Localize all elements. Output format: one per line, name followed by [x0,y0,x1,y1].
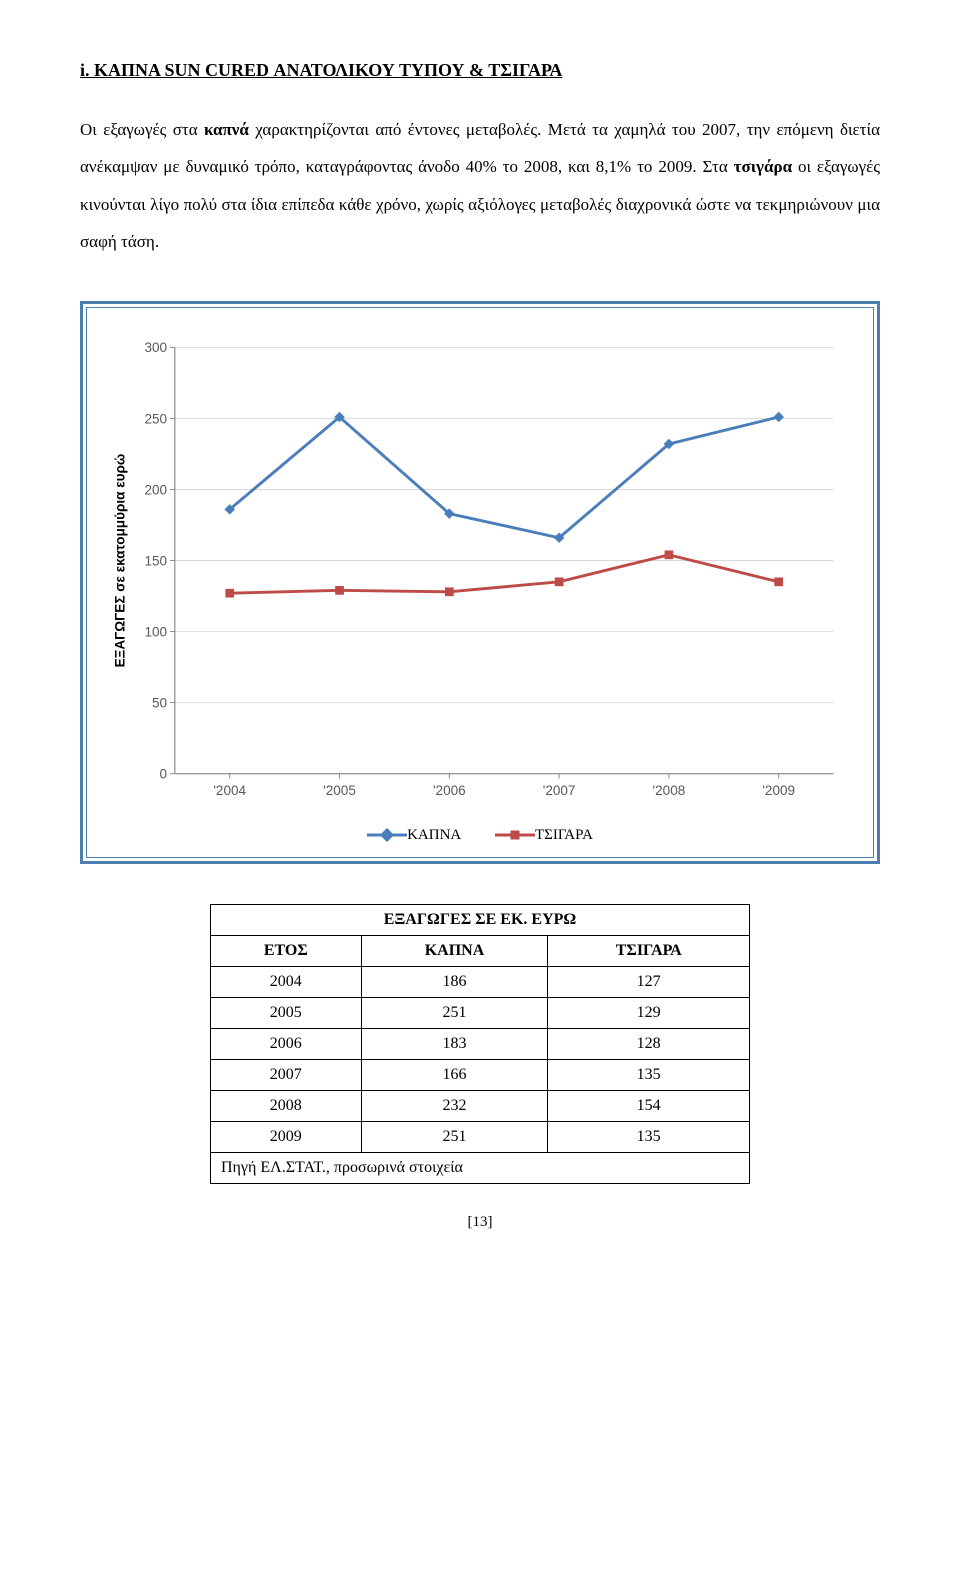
table-source-row: Πηγή ΕΛ.ΣΤΑΤ., προσωρινά στοιχεία [211,1153,750,1184]
heading-num: i. [80,60,90,80]
table-header: ΚΑΠΝΑ [361,936,548,967]
table-row: 2008232154 [211,1091,750,1122]
table-cell: 2004 [211,967,362,998]
svg-text:'2006: '2006 [433,783,466,798]
para-bold: τσιγάρα [734,157,792,176]
table-cell: 2008 [211,1091,362,1122]
table-source: Πηγή ΕΛ.ΣΤΑΤ., προσωρινά στοιχεία [211,1153,750,1184]
chart-container: 0 50 100 150 200 250 300 '2004 '2005 '2006 '2007 '2… [80,301,880,865]
legend-marker-diamond [367,828,407,842]
svg-text:0: 0 [160,766,168,781]
svg-text:300: 300 [144,340,167,355]
chart-legend: ΚΑΠΝΑ ΤΣΙΓΑΡΑ [107,827,853,848]
table-cell: 251 [361,1122,548,1153]
legend-item-tsigara: ΤΣΙΓΑΡΑ [495,827,593,844]
table-cell: 2005 [211,998,362,1029]
table-row: 2005251129 [211,998,750,1029]
table-cell: 154 [548,1091,750,1122]
svg-text:'2008: '2008 [653,783,686,798]
table-header-row: ΕΤΟΣ ΚΑΠΝΑ ΤΣΙΓΑΡΑ [211,936,750,967]
table-row: 2004186127 [211,967,750,998]
body-paragraph: Οι εξαγωγές στα καπνά χαρακτηρίζονται απ… [80,111,880,261]
legend-marker-square [495,828,535,842]
heading-text: ΚΑΠΝΑ SUN CURED ΑΝΑΤΟΛΙΚΟΥ ΤΥΠΟΥ & ΤΣΙΓΑ… [94,60,562,80]
svg-text:50: 50 [152,695,167,710]
table-cell: 135 [548,1060,750,1091]
svg-text:'2009: '2009 [762,783,795,798]
legend-label: ΚΑΠΝΑ [407,827,461,844]
table-cell: 127 [548,967,750,998]
section-heading: i. ΚΑΠΝΑ SUN CURED ΑΝΑΤΟΛΙΚΟΥ ΤΥΠΟΥ & ΤΣ… [80,60,880,81]
table-cell: 186 [361,967,548,998]
table-cell: 135 [548,1122,750,1153]
para-text: Οι εξαγωγές στα [80,120,204,139]
chart-inner: 0 50 100 150 200 250 300 '2004 '2005 '2006 '2007 '2… [86,307,874,859]
table-title: ΕΞΑΓΩΓΕΣ ΣΕ ΕΚ. ΕΥΡΩ [211,905,750,936]
table-header: ΕΤΟΣ [211,936,362,967]
table-row: 2007166135 [211,1060,750,1091]
table-cell: 2009 [211,1122,362,1153]
table-header: ΤΣΙΓΑΡΑ [548,936,750,967]
legend-label: ΤΣΙΓΑΡΑ [535,827,593,844]
svg-text:100: 100 [144,624,167,639]
svg-text:'2007: '2007 [543,783,576,798]
line-chart: 0 50 100 150 200 250 300 '2004 '2005 '2006 '2007 '2… [107,328,853,812]
svg-text:150: 150 [144,553,167,568]
table-cell: 232 [361,1091,548,1122]
svg-text:'2004: '2004 [213,783,246,798]
table-row: 2009251135 [211,1122,750,1153]
table-cell: 129 [548,998,750,1029]
svg-text:250: 250 [144,411,167,426]
table-cell: 128 [548,1029,750,1060]
svg-text:ΕΞΑΓΩΓΕΣ σε εκατομμύρια ευρώ: ΕΞΑΓΩΓΕΣ σε εκατομμύρια ευρώ [112,453,127,667]
table-cell: 2007 [211,1060,362,1091]
svg-text:200: 200 [144,482,167,497]
para-bold: καπνά [204,120,249,139]
table-title-row: ΕΞΑΓΩΓΕΣ ΣΕ ΕΚ. ΕΥΡΩ [211,905,750,936]
page-number: [13] [80,1214,880,1231]
svg-text:'2005: '2005 [323,783,356,798]
data-table: ΕΞΑΓΩΓΕΣ ΣΕ ΕΚ. ΕΥΡΩ ΕΤΟΣ ΚΑΠΝΑ ΤΣΙΓΑΡΑ … [210,904,750,1184]
table-cell: 166 [361,1060,548,1091]
table-cell: 251 [361,998,548,1029]
table-cell: 2006 [211,1029,362,1060]
legend-item-kapna: ΚΑΠΝΑ [367,827,461,844]
table-cell: 183 [361,1029,548,1060]
table-row: 2006183128 [211,1029,750,1060]
